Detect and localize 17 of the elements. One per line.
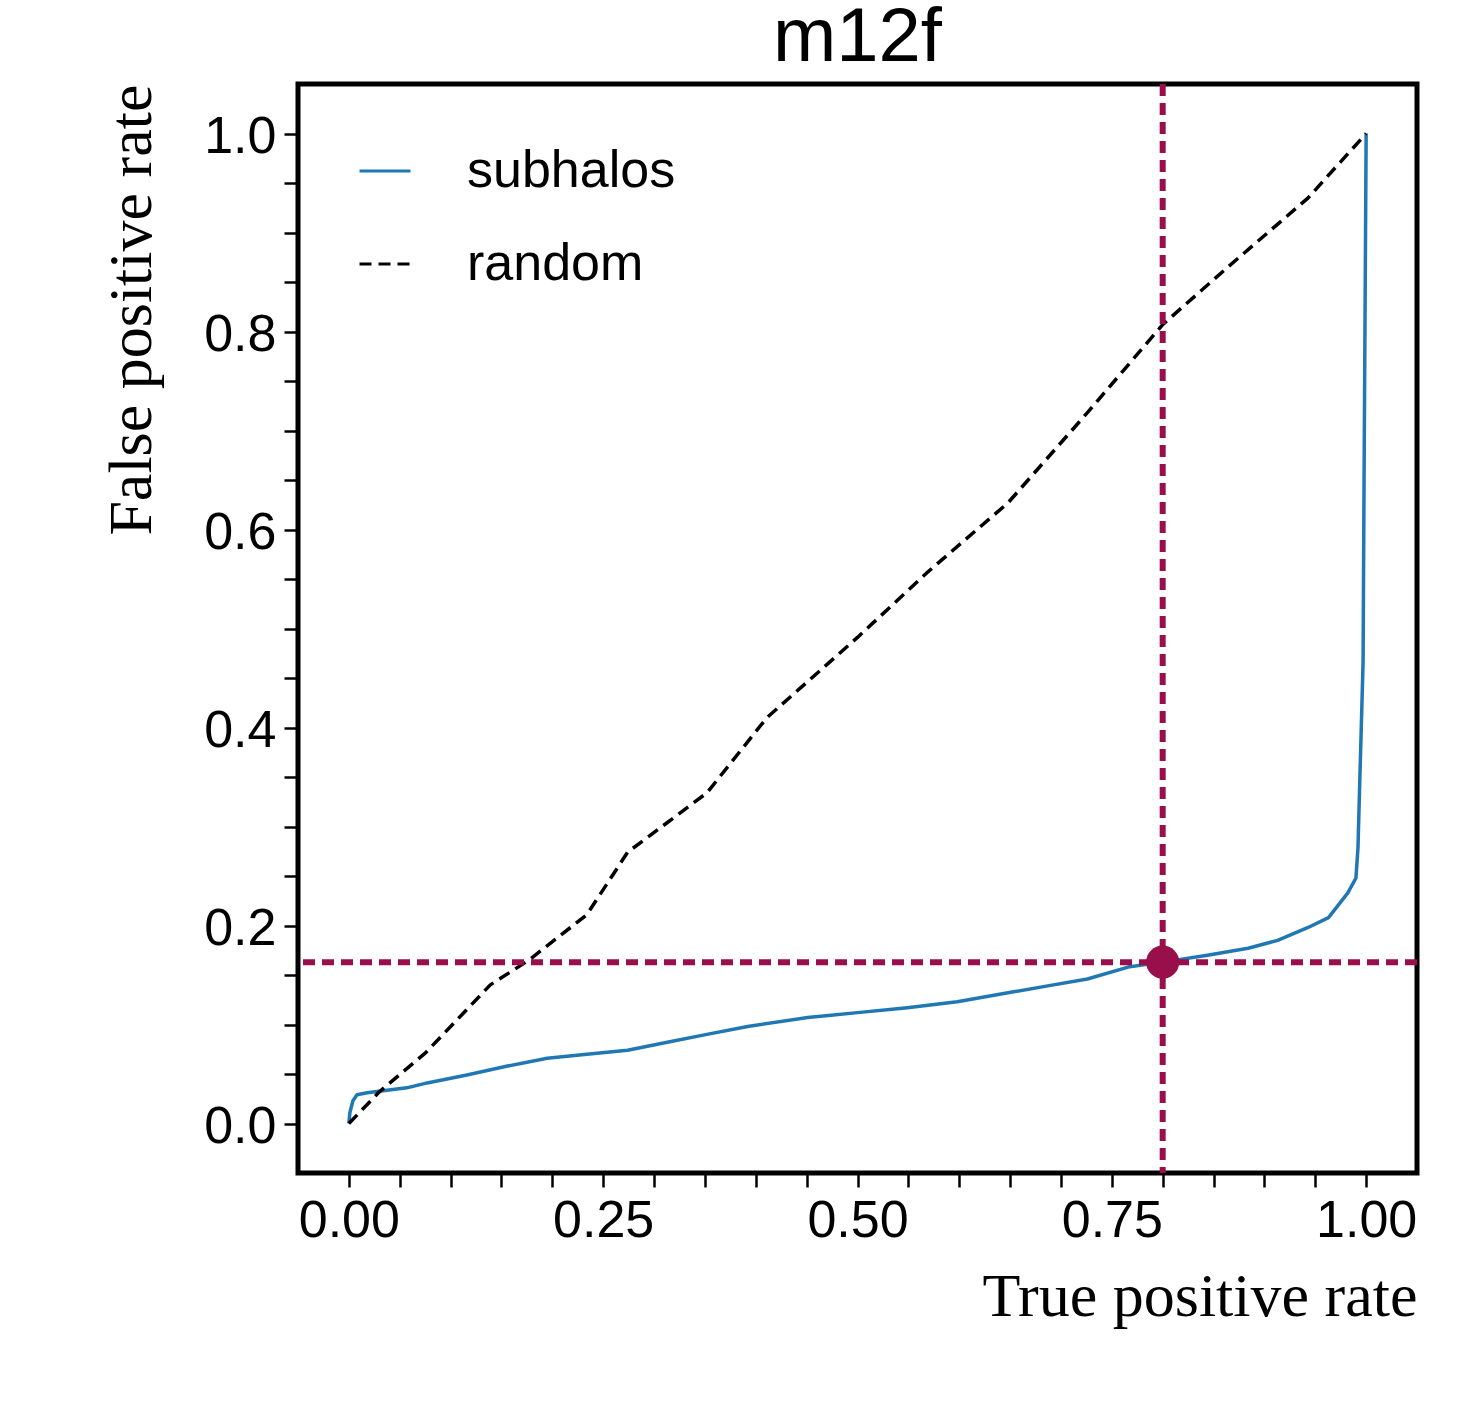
y-tick-label: 0.6 — [204, 502, 277, 560]
chart-title: m12f — [773, 0, 943, 77]
y-tick-label: 0.0 — [204, 1096, 277, 1154]
x-tick-label: 0.00 — [298, 1189, 400, 1248]
legend-label: random — [467, 233, 644, 291]
x-axis-title: True positive rate — [982, 1260, 1418, 1329]
legend-label: subhalos — [467, 140, 676, 198]
y-tick-label: 0.2 — [204, 898, 277, 956]
x-tick-label: 0.50 — [807, 1189, 909, 1248]
x-tick-label: 0.25 — [553, 1189, 655, 1248]
line-series — [347, 131, 1368, 1126]
y-axis-title: False positive rate — [96, 84, 165, 536]
x-tick-label: 0.75 — [1061, 1189, 1163, 1248]
y-tick-label: 0.4 — [204, 700, 277, 758]
x-tick-label: 1.00 — [1316, 1189, 1418, 1248]
y-tick-label: 0.8 — [204, 304, 277, 362]
y-tick-label: 1.0 — [204, 106, 277, 164]
